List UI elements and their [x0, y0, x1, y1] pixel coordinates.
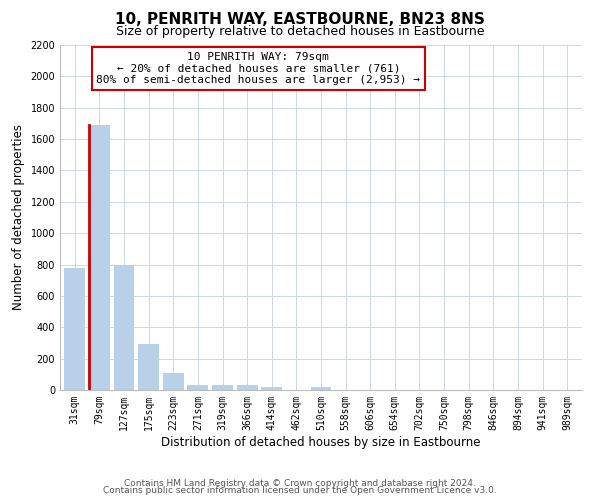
Text: Contains HM Land Registry data © Crown copyright and database right 2024.: Contains HM Land Registry data © Crown c…: [124, 478, 476, 488]
Bar: [311, 387, 331, 390]
Bar: [261, 387, 282, 390]
Y-axis label: Number of detached properties: Number of detached properties: [12, 124, 25, 310]
Text: 10, PENRITH WAY, EASTBOURNE, BN23 8NS: 10, PENRITH WAY, EASTBOURNE, BN23 8NS: [115, 12, 485, 28]
Bar: [163, 373, 184, 390]
Bar: [64, 268, 85, 390]
Bar: [236, 386, 257, 390]
Bar: [187, 384, 208, 390]
X-axis label: Distribution of detached houses by size in Eastbourne: Distribution of detached houses by size …: [161, 436, 481, 448]
Text: Contains public sector information licensed under the Open Government Licence v3: Contains public sector information licen…: [103, 486, 497, 495]
Text: Size of property relative to detached houses in Eastbourne: Size of property relative to detached ho…: [116, 25, 484, 38]
Bar: [89, 125, 110, 390]
Text: 10 PENRITH WAY: 79sqm
← 20% of detached houses are smaller (761)
80% of semi-det: 10 PENRITH WAY: 79sqm ← 20% of detached …: [97, 52, 421, 85]
Bar: [113, 266, 134, 390]
Bar: [212, 386, 233, 390]
Bar: [138, 344, 159, 390]
